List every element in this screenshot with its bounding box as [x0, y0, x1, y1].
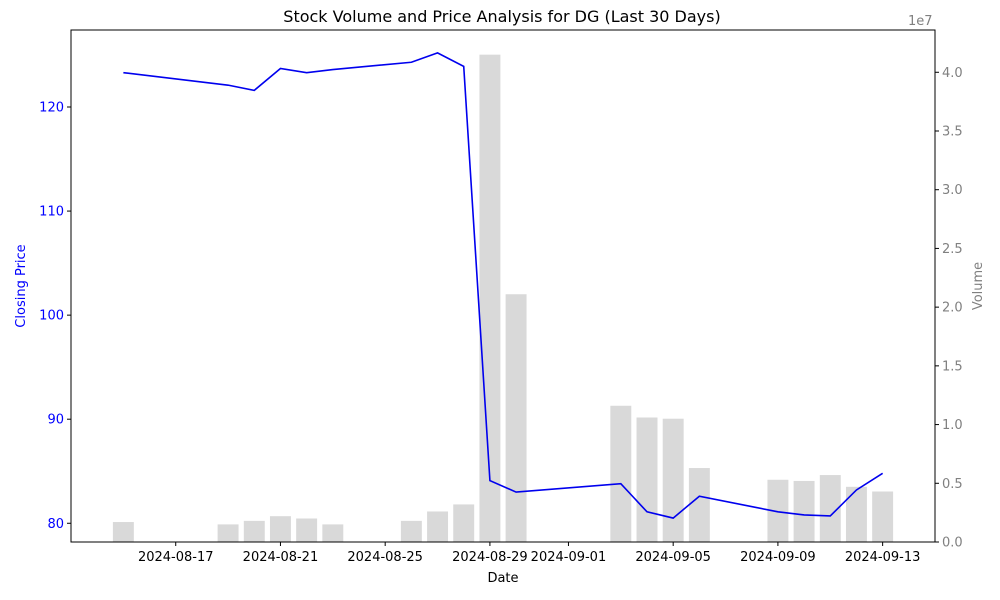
- y-right-tick-label: 3.0: [942, 183, 963, 198]
- plot-frame: [70, 29, 936, 543]
- y-left-tick-label: 120: [39, 101, 64, 116]
- volume-bar: [427, 511, 449, 542]
- y-axis-left-label: Closing Price: [14, 244, 29, 327]
- x-tick-label: 2024-08-21: [243, 550, 319, 565]
- volume-bar: [400, 520, 422, 542]
- chart-title: Stock Volume and Price Analysis for DG (…: [283, 7, 720, 26]
- y-right-tick-label: 2.5: [942, 242, 963, 257]
- y-right-tick-label: 1.5: [942, 359, 963, 374]
- y-right-tick-label: 3.5: [942, 124, 963, 139]
- volume-bar: [296, 518, 318, 542]
- volume-bar: [243, 520, 265, 542]
- volume-bar: [688, 468, 710, 542]
- volume-bar: [479, 54, 501, 542]
- volume-bar: [662, 418, 684, 542]
- x-tick-label: 2024-08-25: [347, 550, 423, 565]
- y-axis-left: 80 90 100 110 120: [39, 101, 71, 532]
- price-line: [123, 52, 884, 519]
- price-line-layer: [123, 52, 884, 519]
- volume-bar: [845, 486, 867, 542]
- y-axis-right-label: Volume: [971, 262, 986, 310]
- x-tick-label: 2024-09-01: [531, 550, 607, 565]
- x-tick-label: 2024-09-09: [740, 550, 816, 565]
- y-right-tick-label: 0.0: [942, 536, 963, 551]
- y-left-tick-label: 100: [39, 309, 64, 324]
- y-right-tick-label: 1.0: [942, 418, 963, 433]
- y-left-tick-label: 90: [47, 413, 64, 428]
- volume-bar: [112, 522, 134, 542]
- y-left-tick-label: 80: [47, 517, 64, 532]
- volume-bars: [112, 54, 894, 542]
- volume-bar: [819, 475, 841, 542]
- volume-bar: [453, 504, 475, 542]
- x-tick-label: 2024-09-05: [635, 550, 711, 565]
- volume-bar: [269, 516, 291, 542]
- y-axis-right: 0.0 0.5 1.0 1.5 2.0 2.5 3.0 3.5 4.0: [935, 66, 963, 551]
- x-tick-label: 2024-08-17: [138, 550, 214, 565]
- volume-bar: [636, 417, 658, 542]
- y-right-tick-label: 4.0: [942, 66, 963, 81]
- x-axis-label: Date: [487, 571, 518, 586]
- volume-bar: [767, 479, 789, 542]
- volume-bar: [793, 480, 815, 542]
- x-tick-label: 2024-08-29: [452, 550, 528, 565]
- y-right-tick-label: 2.0: [942, 301, 963, 316]
- volume-bar: [322, 524, 344, 542]
- y-right-tick-label: 0.5: [942, 477, 963, 492]
- volume-bar: [872, 491, 894, 542]
- volume-bar: [217, 524, 239, 542]
- volume-bar: [505, 294, 527, 542]
- x-tick-label: 2024-09-13: [845, 550, 921, 565]
- y-left-tick-label: 110: [39, 205, 64, 220]
- y-axis-right-multiplier: 1e7: [908, 14, 933, 29]
- volume-bar: [610, 405, 632, 542]
- x-axis: 2024-08-17 2024-08-21 2024-08-25 2024-08-29…: [138, 542, 920, 565]
